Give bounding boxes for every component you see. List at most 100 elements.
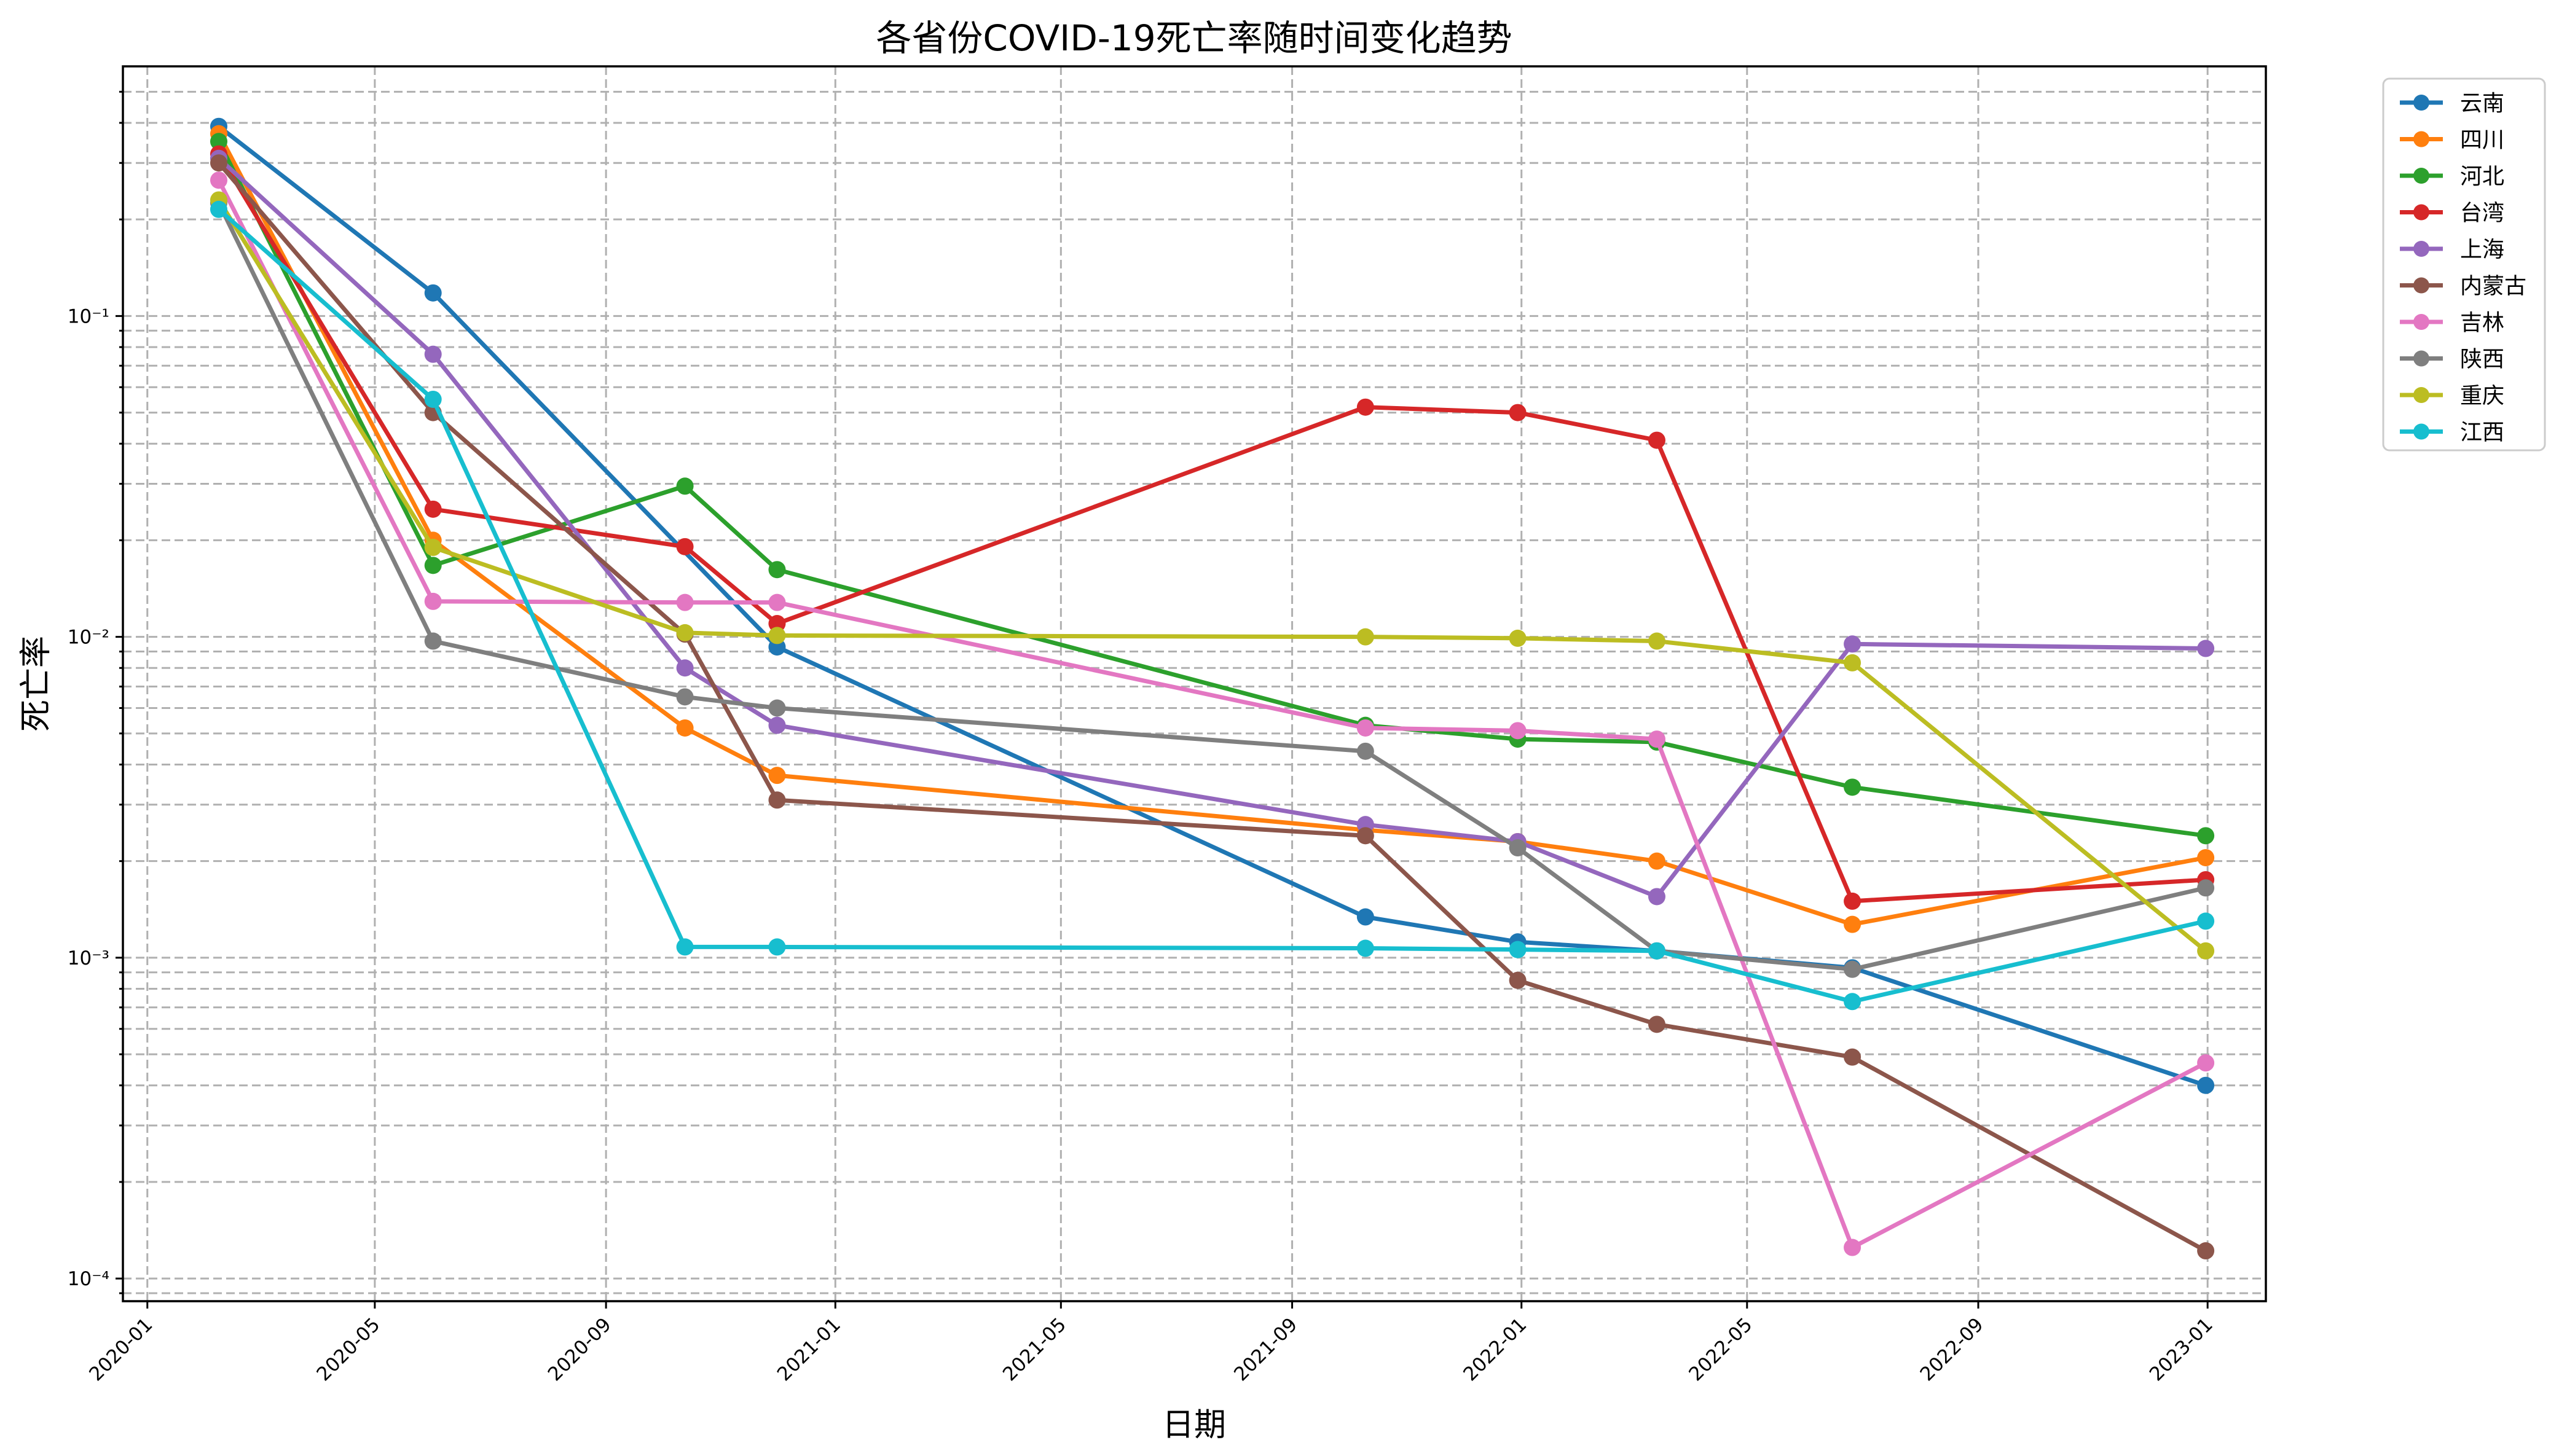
- data-point: [1509, 839, 1527, 857]
- data-point: [1509, 629, 1527, 647]
- legend-label: 四川: [2460, 128, 2504, 153]
- data-point: [1356, 908, 1374, 926]
- data-point: [1844, 654, 1861, 671]
- data-point: [1648, 1016, 1665, 1033]
- legend-label: 内蒙古: [2460, 274, 2526, 299]
- data-point: [424, 632, 442, 650]
- data-point: [2197, 1054, 2215, 1072]
- data-point: [2197, 640, 2215, 657]
- data-point: [1356, 719, 1374, 737]
- series-line: [216, 197, 2208, 953]
- data-point: [768, 593, 786, 611]
- data-point: [768, 938, 786, 956]
- data-point: [676, 688, 694, 706]
- grid-layer: [123, 66, 2266, 1301]
- data-point: [676, 624, 694, 641]
- data-point: [424, 557, 442, 574]
- x-tick-label: 2020-09: [544, 1313, 616, 1385]
- x-tick-label: 2022-05: [1684, 1313, 1756, 1385]
- data-point: [424, 390, 442, 408]
- data-point: [1844, 960, 1861, 978]
- x-tick-label: 2021-01: [773, 1313, 845, 1385]
- data-point: [676, 538, 694, 555]
- data-point: [424, 539, 442, 557]
- series-10: [210, 200, 2215, 1011]
- series-6: [210, 154, 2215, 1260]
- data-point: [1356, 628, 1374, 646]
- plot-frame: [122, 65, 2267, 1302]
- chart-title: 各省份COVID-19死亡率随时间变化趋势: [876, 17, 1512, 59]
- data-point: [210, 154, 227, 172]
- y-tick-label: 10⁻³: [68, 947, 109, 969]
- data-point: [676, 659, 694, 677]
- data-point: [1648, 852, 1665, 870]
- data-point: [768, 791, 786, 809]
- data-point: [1844, 915, 1861, 933]
- legend-swatch-marker: [2413, 314, 2429, 330]
- data-point: [676, 593, 694, 611]
- data-point: [1844, 635, 1861, 653]
- data-point: [1844, 778, 1861, 796]
- data-point: [768, 615, 786, 633]
- data-point: [210, 133, 227, 151]
- y-tick-label: 10⁻⁴: [68, 1268, 109, 1290]
- legend-swatch-marker: [2413, 387, 2429, 403]
- data-point: [1509, 404, 1527, 421]
- series-line: [216, 131, 2208, 927]
- data-point: [1844, 1239, 1861, 1256]
- legend-swatch-marker: [2413, 95, 2429, 111]
- data-point: [424, 500, 442, 518]
- data-point: [676, 719, 694, 737]
- data-point: [2197, 1242, 2215, 1260]
- legend-swatch-marker: [2413, 204, 2429, 221]
- series-line: [216, 124, 2208, 1088]
- data-point: [2197, 879, 2215, 897]
- legend-label: 吉林: [2460, 310, 2504, 335]
- data-point: [768, 716, 786, 734]
- legend-swatch-marker: [2413, 131, 2429, 147]
- data-point: [1648, 632, 1665, 650]
- legend-label: 陕西: [2460, 347, 2504, 372]
- data-point: [210, 171, 227, 189]
- data-point: [1648, 730, 1665, 748]
- data-point: [424, 592, 442, 610]
- data-point: [1356, 939, 1374, 957]
- legend-label: 云南: [2460, 91, 2504, 116]
- y-axis-label: 死亡率: [18, 636, 55, 732]
- data-point: [1648, 888, 1665, 906]
- y-tick-label: 10⁻¹: [68, 305, 109, 327]
- x-tick-label: 2020-01: [85, 1313, 157, 1385]
- series-layer: [210, 117, 2215, 1260]
- data-point: [1356, 742, 1374, 760]
- data-point: [1509, 722, 1527, 740]
- x-axis-label: 日期: [1162, 1407, 1226, 1444]
- data-point: [1356, 398, 1374, 416]
- data-point: [768, 767, 786, 785]
- legend-label: 河北: [2460, 164, 2504, 189]
- series-3: [210, 133, 2215, 845]
- data-point: [768, 627, 786, 644]
- legend-swatch-marker: [2413, 168, 2429, 184]
- series-line: [216, 207, 2208, 1004]
- legend-swatch-marker: [2413, 423, 2429, 440]
- data-point: [2197, 1076, 2215, 1094]
- data-point: [1509, 971, 1527, 989]
- legend-swatch-marker: [2413, 277, 2429, 294]
- series-2: [210, 125, 2215, 933]
- data-point: [2197, 827, 2215, 845]
- data-point: [210, 200, 227, 218]
- series-line: [216, 152, 2208, 904]
- x-tick-label: 2021-05: [999, 1313, 1071, 1385]
- data-point: [768, 699, 786, 717]
- data-point: [768, 561, 786, 579]
- data-point: [1356, 827, 1374, 845]
- series-5: [210, 149, 2215, 906]
- data-point: [1648, 431, 1665, 449]
- data-point: [1844, 892, 1861, 910]
- data-point: [1844, 1048, 1861, 1066]
- legend-swatch-marker: [2413, 241, 2429, 257]
- series-line: [216, 156, 2208, 899]
- legend-swatch-marker: [2413, 350, 2429, 367]
